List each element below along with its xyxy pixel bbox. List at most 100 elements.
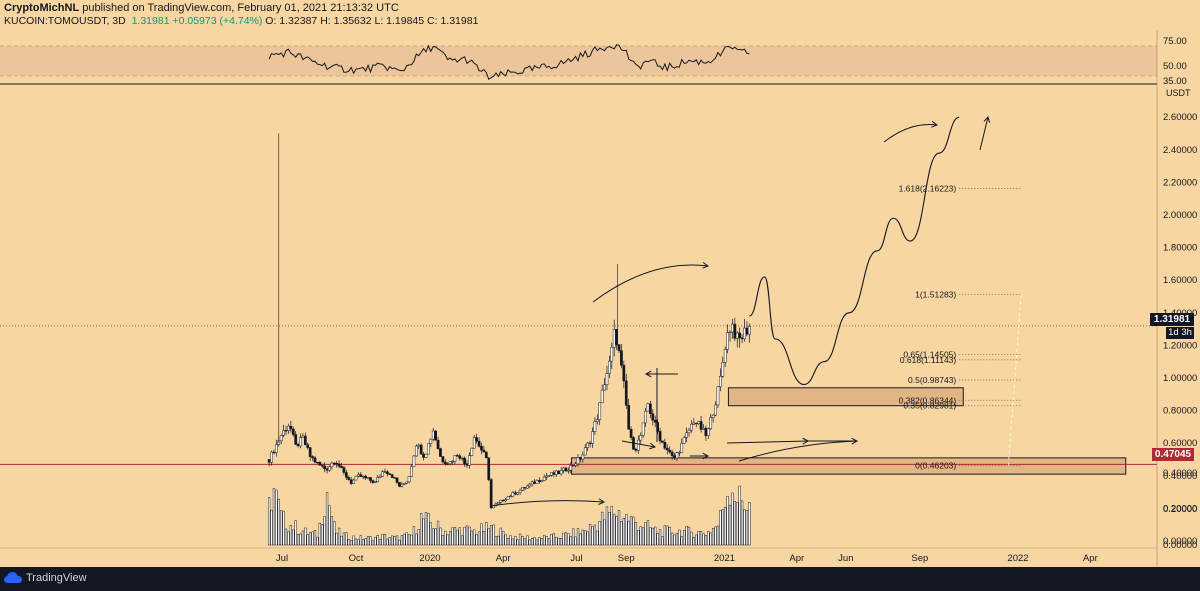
candle-up	[726, 332, 729, 350]
candle-up	[675, 452, 679, 459]
candle-up	[636, 439, 640, 451]
candle-up	[518, 489, 522, 493]
volume-bar	[610, 505, 613, 546]
volume-bar	[526, 535, 529, 546]
candle-up	[542, 476, 546, 481]
candle-down	[320, 464, 324, 467]
candle-up	[400, 483, 404, 487]
volume-bar	[632, 516, 635, 546]
volume-bar	[591, 526, 594, 546]
candle-down	[267, 459, 271, 463]
candle-down	[422, 453, 425, 458]
volume-bar	[506, 538, 510, 546]
volume-bar	[395, 535, 399, 546]
arrow-head	[598, 498, 606, 505]
annotation-arrow	[489, 500, 605, 507]
volume-bar	[528, 539, 531, 546]
fib-level-label: 0.65(1.14505)	[903, 349, 956, 359]
candle-up	[610, 346, 614, 362]
candle-down	[441, 456, 445, 463]
annotation-arrow	[592, 264, 709, 303]
volume-bar	[427, 512, 430, 546]
candle-up	[352, 479, 355, 484]
volume-bar	[685, 526, 688, 546]
volume-bar	[702, 533, 705, 546]
volume-bar	[550, 534, 553, 546]
author-name[interactable]: CryptoMichNL	[4, 2, 80, 14]
volume-bar	[292, 529, 295, 546]
volume-bar	[603, 519, 606, 546]
volume-bar	[728, 504, 732, 546]
volume-bar	[441, 535, 445, 546]
candle-down	[634, 448, 638, 451]
fibonacci-layer: 1.618(2.16223) 1(1.51283) 0.65(1.14505)0.6…	[899, 184, 1022, 471]
volume-bar	[386, 538, 389, 546]
volume-bar	[497, 535, 500, 546]
axes-layer: USDT 2.60000 2.40000 2.20000 2.00000 1.80000 1…	[0, 88, 1197, 564]
candle-down	[318, 461, 322, 466]
candle-down	[294, 434, 298, 445]
volume-bar	[374, 536, 377, 546]
y-tick-label: 0.20000	[1163, 503, 1197, 514]
candle-up	[728, 331, 732, 334]
candle-down	[344, 472, 348, 478]
volume-bar	[275, 489, 278, 546]
y-tick-label: 1.60000	[1163, 275, 1197, 286]
x-tick-label: 2021	[714, 553, 735, 564]
volume-bar	[470, 530, 473, 546]
candle-down	[446, 463, 450, 465]
volume-bar	[745, 510, 749, 546]
candle-down	[289, 425, 293, 430]
candle-up	[497, 502, 500, 505]
rsi-tick-label: 35.00	[1163, 76, 1187, 87]
volume-bar	[535, 539, 539, 546]
drawings-layer	[489, 115, 991, 507]
volume-bar	[540, 538, 543, 546]
horizontal-line-badge: 0.47045	[1152, 448, 1194, 461]
volume-bar	[415, 533, 418, 546]
volume-bar	[311, 531, 314, 546]
candle-up	[470, 447, 474, 456]
candle-down	[557, 470, 561, 475]
candle-down	[364, 475, 368, 479]
candle-down	[649, 403, 652, 414]
candle-down	[653, 419, 657, 423]
ohlc-line: KUCOIN:TOMOUSDT, 3D 1.31981 +0.05973 (+4…	[4, 15, 478, 27]
annotation-arrow	[883, 124, 938, 143]
candle-up	[453, 455, 457, 462]
timeframe-badge: 1d 3h	[1166, 327, 1194, 339]
volume-bar	[294, 520, 297, 546]
volume-bar	[487, 528, 490, 546]
candle-down	[670, 451, 674, 456]
tradingview-logo[interactable]: TradingView	[4, 571, 87, 584]
volume-bar	[357, 539, 360, 546]
volume-bar	[600, 511, 604, 546]
volume-bar	[424, 512, 428, 546]
candle-down	[501, 499, 505, 502]
candle-up	[451, 460, 454, 463]
candle-up	[516, 492, 520, 495]
volume-bar	[646, 520, 650, 546]
volume-bar	[538, 537, 541, 546]
candle-down	[658, 431, 662, 442]
volume-bar	[383, 534, 387, 546]
candle-up	[429, 438, 433, 444]
zones-layer	[571, 387, 1127, 475]
candle-down	[436, 439, 440, 449]
fib-level-label: 0.35(0.82981)	[903, 401, 956, 411]
candle-down	[579, 457, 582, 460]
volume-bar	[593, 524, 597, 546]
volume-bar	[625, 514, 628, 546]
candle-up	[706, 428, 710, 436]
candle-down	[291, 428, 295, 435]
tradingview-label: TradingView	[26, 571, 87, 584]
candle-down	[323, 465, 326, 469]
symbol-label[interactable]: KUCOIN:TOMOUSDT, 3D	[4, 15, 126, 27]
candle-up	[554, 470, 558, 475]
volume-bar	[613, 513, 616, 546]
volume-bar	[644, 522, 647, 546]
rsi-tick-label: 75.00	[1163, 36, 1187, 47]
candle-up	[550, 472, 553, 476]
candle-up	[468, 455, 471, 466]
